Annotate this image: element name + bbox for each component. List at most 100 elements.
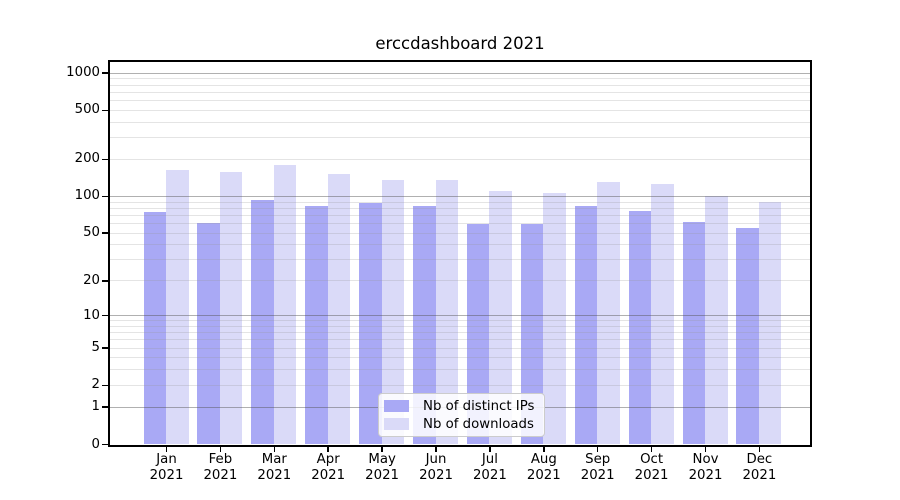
legend-swatch-distinct-ips-icon bbox=[384, 400, 409, 412]
bar-distinct-ips-jun bbox=[413, 206, 436, 445]
legend-label-distinct-ips: Nb of distinct IPs bbox=[423, 398, 535, 414]
bar-downloads-jan bbox=[166, 169, 189, 445]
bar-downloads-aug bbox=[543, 193, 566, 445]
gridline-minor bbox=[110, 84, 810, 86]
bar-downloads-may bbox=[381, 180, 405, 445]
gridline-minor bbox=[110, 100, 810, 102]
plot-area bbox=[108, 60, 812, 447]
gridline-minor bbox=[110, 280, 810, 282]
x-tick-mark bbox=[650, 447, 653, 452]
bar-downloads-nov bbox=[705, 196, 728, 445]
x-tick-label: Feb 2021 bbox=[203, 452, 238, 483]
y-tick-label: 50 bbox=[83, 225, 100, 241]
x-tick-mark bbox=[704, 447, 707, 452]
x-tick-label: Dec 2021 bbox=[742, 452, 777, 483]
bar-downloads-oct bbox=[651, 183, 674, 445]
y-tick-label: 200 bbox=[74, 151, 100, 167]
legend-row-downloads: Nb of downloads bbox=[384, 415, 536, 433]
gridline-minor bbox=[110, 158, 810, 160]
bar-downloads-jun bbox=[435, 179, 458, 445]
x-tick-mark bbox=[543, 447, 545, 452]
y-tick-label: 10 bbox=[83, 307, 100, 323]
x-tick-mark bbox=[327, 447, 329, 452]
bar-distinct-ips-jan bbox=[143, 211, 166, 445]
x-tick-mark bbox=[273, 447, 276, 452]
gridline-minor bbox=[110, 347, 810, 349]
bar-distinct-ips-feb bbox=[197, 222, 220, 445]
y-tick-label: 1000 bbox=[66, 65, 100, 81]
y-tick-mark bbox=[102, 347, 108, 349]
x-tick-label: Jul 2021 bbox=[472, 452, 507, 483]
gridline-minor bbox=[110, 78, 810, 80]
y-tick-label: 1 bbox=[91, 399, 100, 415]
bar-downloads-feb bbox=[219, 172, 243, 445]
bar-distinct-ips-may bbox=[359, 203, 382, 445]
y-tick-mark bbox=[102, 443, 108, 446]
bar-distinct-ips-sep bbox=[574, 205, 598, 445]
x-tick-label: Nov 2021 bbox=[688, 452, 723, 483]
gridline-minor bbox=[110, 332, 810, 334]
y-tick-label: 0 bbox=[91, 436, 100, 452]
x-tick-mark bbox=[219, 447, 222, 452]
x-tick-mark bbox=[758, 447, 761, 452]
gridline-minor bbox=[110, 259, 810, 261]
bar-distinct-ips-mar bbox=[251, 199, 274, 445]
gridline-major bbox=[110, 72, 810, 74]
gridline-minor bbox=[110, 201, 810, 203]
gridline-minor bbox=[110, 384, 810, 386]
y-tick-mark bbox=[102, 384, 108, 387]
y-tick-mark bbox=[102, 314, 108, 317]
gridline-minor bbox=[110, 339, 810, 341]
gridline-minor bbox=[110, 320, 810, 322]
gridline-minor bbox=[110, 223, 810, 225]
y-tick-label: 100 bbox=[74, 188, 100, 204]
bar-downloads-jul bbox=[489, 191, 512, 445]
gridline-minor bbox=[110, 137, 810, 139]
y-tick-mark bbox=[102, 109, 108, 112]
x-tick-label: Apr 2021 bbox=[311, 452, 346, 483]
x-tick-label: Jun 2021 bbox=[419, 452, 453, 483]
bar-distinct-ips-aug bbox=[520, 223, 544, 445]
x-tick-mark bbox=[489, 447, 491, 452]
bar-downloads-apr bbox=[327, 173, 351, 445]
bar-downloads-mar bbox=[273, 164, 297, 445]
x-tick-label: Aug 2021 bbox=[526, 452, 561, 483]
legend-label-downloads: Nb of downloads bbox=[423, 416, 534, 432]
bar-distinct-ips-apr bbox=[305, 205, 328, 445]
gridline-minor bbox=[110, 109, 810, 111]
legend-swatch-downloads-icon bbox=[384, 418, 409, 430]
bar-downloads-sep bbox=[597, 182, 620, 445]
gridline-major bbox=[110, 195, 810, 197]
y-tick-mark bbox=[102, 195, 108, 198]
bar-distinct-ips-nov bbox=[682, 221, 705, 445]
y-tick-mark bbox=[102, 158, 108, 161]
gridline-minor bbox=[110, 369, 810, 371]
legend: Nb of distinct IPs Nb of downloads bbox=[378, 393, 545, 437]
y-tick-label: 5 bbox=[91, 340, 100, 356]
x-tick-label: May 2021 bbox=[365, 452, 400, 483]
x-tick-mark bbox=[165, 447, 168, 452]
bar-distinct-ips-oct bbox=[628, 210, 652, 445]
legend-row-distinct-ips: Nb of distinct IPs bbox=[384, 397, 536, 415]
gridline-minor bbox=[110, 244, 810, 246]
y-tick-label: 20 bbox=[83, 272, 100, 288]
bar-downloads-dec bbox=[758, 202, 782, 445]
y-tick-mark bbox=[102, 406, 108, 408]
gridline-minor bbox=[110, 207, 810, 209]
y-tick-mark bbox=[102, 280, 108, 282]
gridline-major bbox=[110, 315, 810, 317]
bar-distinct-ips-dec bbox=[736, 228, 759, 445]
gridline-minor bbox=[110, 214, 810, 216]
gridline-minor bbox=[110, 91, 810, 93]
x-tick-label: Mar 2021 bbox=[257, 452, 292, 483]
x-tick-label: Sep 2021 bbox=[580, 452, 615, 483]
y-tick-mark bbox=[102, 232, 108, 234]
x-tick-label: Jan 2021 bbox=[149, 452, 184, 483]
chart-title: erccdashboard 2021 bbox=[375, 34, 545, 53]
gridline-minor bbox=[110, 357, 810, 359]
y-tick-label: 500 bbox=[74, 102, 100, 118]
x-tick-mark bbox=[596, 447, 599, 452]
y-tick-mark bbox=[102, 72, 108, 74]
gridline-minor bbox=[110, 325, 810, 327]
